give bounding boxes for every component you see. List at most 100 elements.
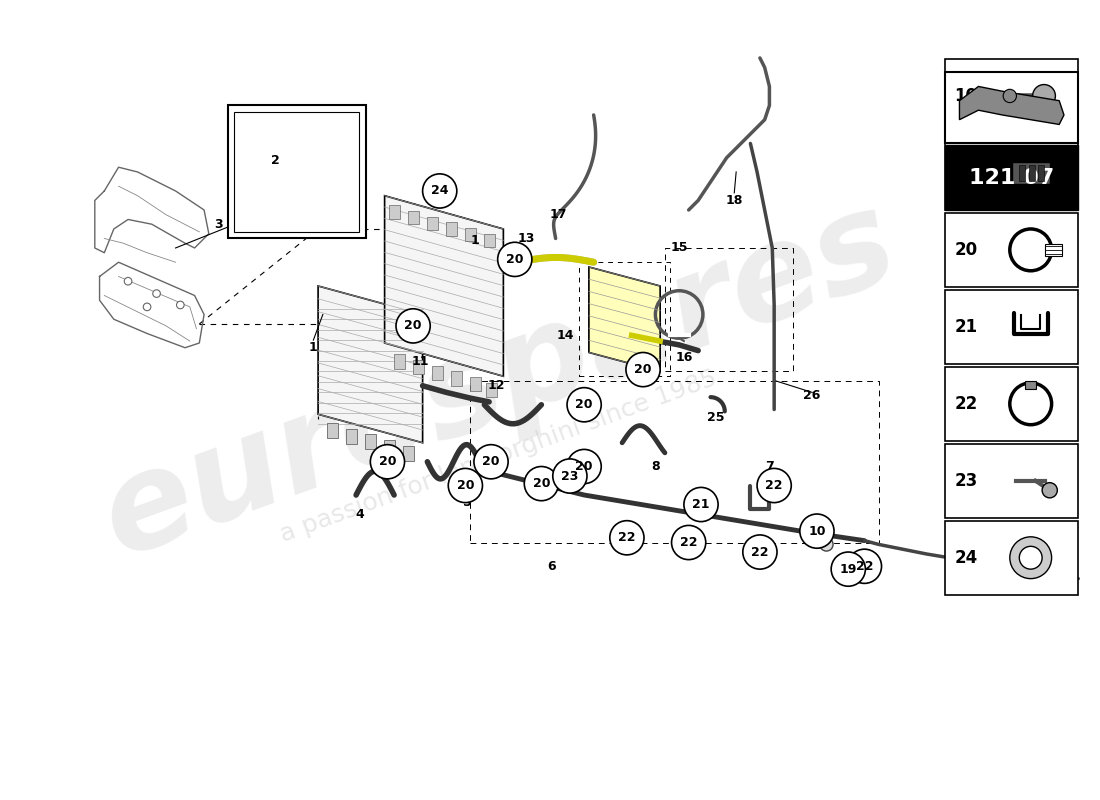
Bar	[403, 446, 414, 461]
Text: 26: 26	[803, 389, 821, 402]
Text: eurospares: eurospares	[85, 178, 913, 583]
Text: 25: 25	[706, 410, 724, 424]
Circle shape	[143, 303, 151, 310]
Bar	[1025, 381, 1036, 389]
Text: 22: 22	[751, 546, 769, 558]
Text: 20: 20	[482, 455, 499, 468]
Circle shape	[566, 450, 602, 484]
Text: 20: 20	[955, 241, 978, 259]
Bar	[945, 213, 1078, 287]
Circle shape	[371, 445, 405, 479]
Circle shape	[1042, 482, 1057, 498]
Bar	[389, 206, 399, 218]
Text: 9: 9	[1055, 574, 1064, 587]
Circle shape	[525, 466, 559, 501]
Text: 8: 8	[651, 460, 660, 473]
Bar	[1020, 166, 1025, 181]
Text: 20: 20	[506, 253, 524, 266]
Circle shape	[832, 552, 866, 586]
Bar	[384, 440, 395, 455]
Bar	[365, 434, 376, 450]
Circle shape	[124, 278, 132, 285]
Circle shape	[396, 309, 430, 343]
Polygon shape	[318, 286, 422, 442]
Circle shape	[757, 469, 791, 502]
Text: 10: 10	[955, 87, 978, 105]
Bar	[414, 360, 424, 374]
Polygon shape	[959, 86, 1064, 125]
Text: 16: 16	[675, 350, 693, 364]
Circle shape	[474, 445, 508, 479]
Circle shape	[1033, 85, 1055, 107]
Bar	[840, 562, 860, 576]
Text: 20: 20	[575, 398, 593, 411]
Bar	[1028, 166, 1034, 181]
Text: 20: 20	[575, 460, 593, 473]
Bar	[465, 228, 476, 242]
Bar	[945, 521, 1078, 594]
Bar	[945, 146, 1078, 210]
Bar	[945, 290, 1078, 364]
Text: 24: 24	[955, 549, 978, 566]
Bar	[945, 444, 1078, 518]
Text: 1: 1	[471, 234, 480, 247]
Bar	[470, 377, 481, 391]
Circle shape	[684, 487, 718, 522]
Text: 20: 20	[635, 363, 652, 376]
Text: 21: 21	[955, 318, 978, 336]
Circle shape	[1003, 90, 1016, 102]
Polygon shape	[385, 196, 504, 376]
Circle shape	[626, 353, 660, 386]
Bar	[484, 234, 495, 247]
Text: 20: 20	[456, 479, 474, 492]
Text: 24: 24	[431, 185, 449, 198]
Circle shape	[566, 388, 602, 422]
Circle shape	[449, 469, 483, 502]
Bar	[945, 136, 1078, 210]
Bar	[1012, 162, 1049, 184]
Bar	[447, 222, 456, 236]
Text: 7: 7	[764, 460, 773, 473]
Circle shape	[820, 538, 833, 551]
Bar	[451, 371, 462, 386]
Text: 15: 15	[670, 242, 688, 254]
Text: 13: 13	[517, 232, 535, 245]
Text: 19: 19	[839, 562, 857, 576]
Text: 11: 11	[412, 355, 429, 369]
Text: 18: 18	[726, 194, 742, 207]
Circle shape	[153, 290, 161, 298]
Text: 21: 21	[692, 498, 710, 511]
Bar	[428, 217, 438, 230]
Bar	[945, 59, 1078, 133]
Text: 12: 12	[488, 379, 506, 392]
Bar	[327, 423, 338, 438]
Text: 23: 23	[561, 470, 579, 482]
Text: 22: 22	[618, 531, 636, 544]
Bar	[945, 72, 1078, 143]
Text: 5: 5	[463, 496, 472, 509]
Text: 10: 10	[808, 525, 826, 538]
Text: 20: 20	[378, 455, 396, 468]
Text: 1: 1	[309, 342, 318, 354]
Bar	[1045, 244, 1063, 255]
Text: 22: 22	[680, 536, 697, 549]
Polygon shape	[228, 106, 365, 238]
Circle shape	[422, 174, 456, 208]
Bar	[432, 366, 442, 380]
Bar	[394, 354, 405, 369]
Bar	[345, 429, 358, 444]
Circle shape	[847, 549, 881, 583]
Text: 20: 20	[532, 477, 550, 490]
Text: 3: 3	[214, 218, 222, 230]
Text: 23: 23	[955, 472, 978, 490]
Text: 121 07: 121 07	[969, 168, 1054, 188]
Circle shape	[800, 514, 834, 548]
Text: 22: 22	[856, 560, 873, 573]
Text: 14: 14	[557, 329, 574, 342]
Text: 2: 2	[271, 154, 279, 167]
Polygon shape	[234, 112, 359, 232]
Circle shape	[672, 526, 706, 560]
Text: 4: 4	[355, 507, 364, 521]
Circle shape	[609, 521, 644, 555]
Text: 17: 17	[550, 208, 568, 222]
